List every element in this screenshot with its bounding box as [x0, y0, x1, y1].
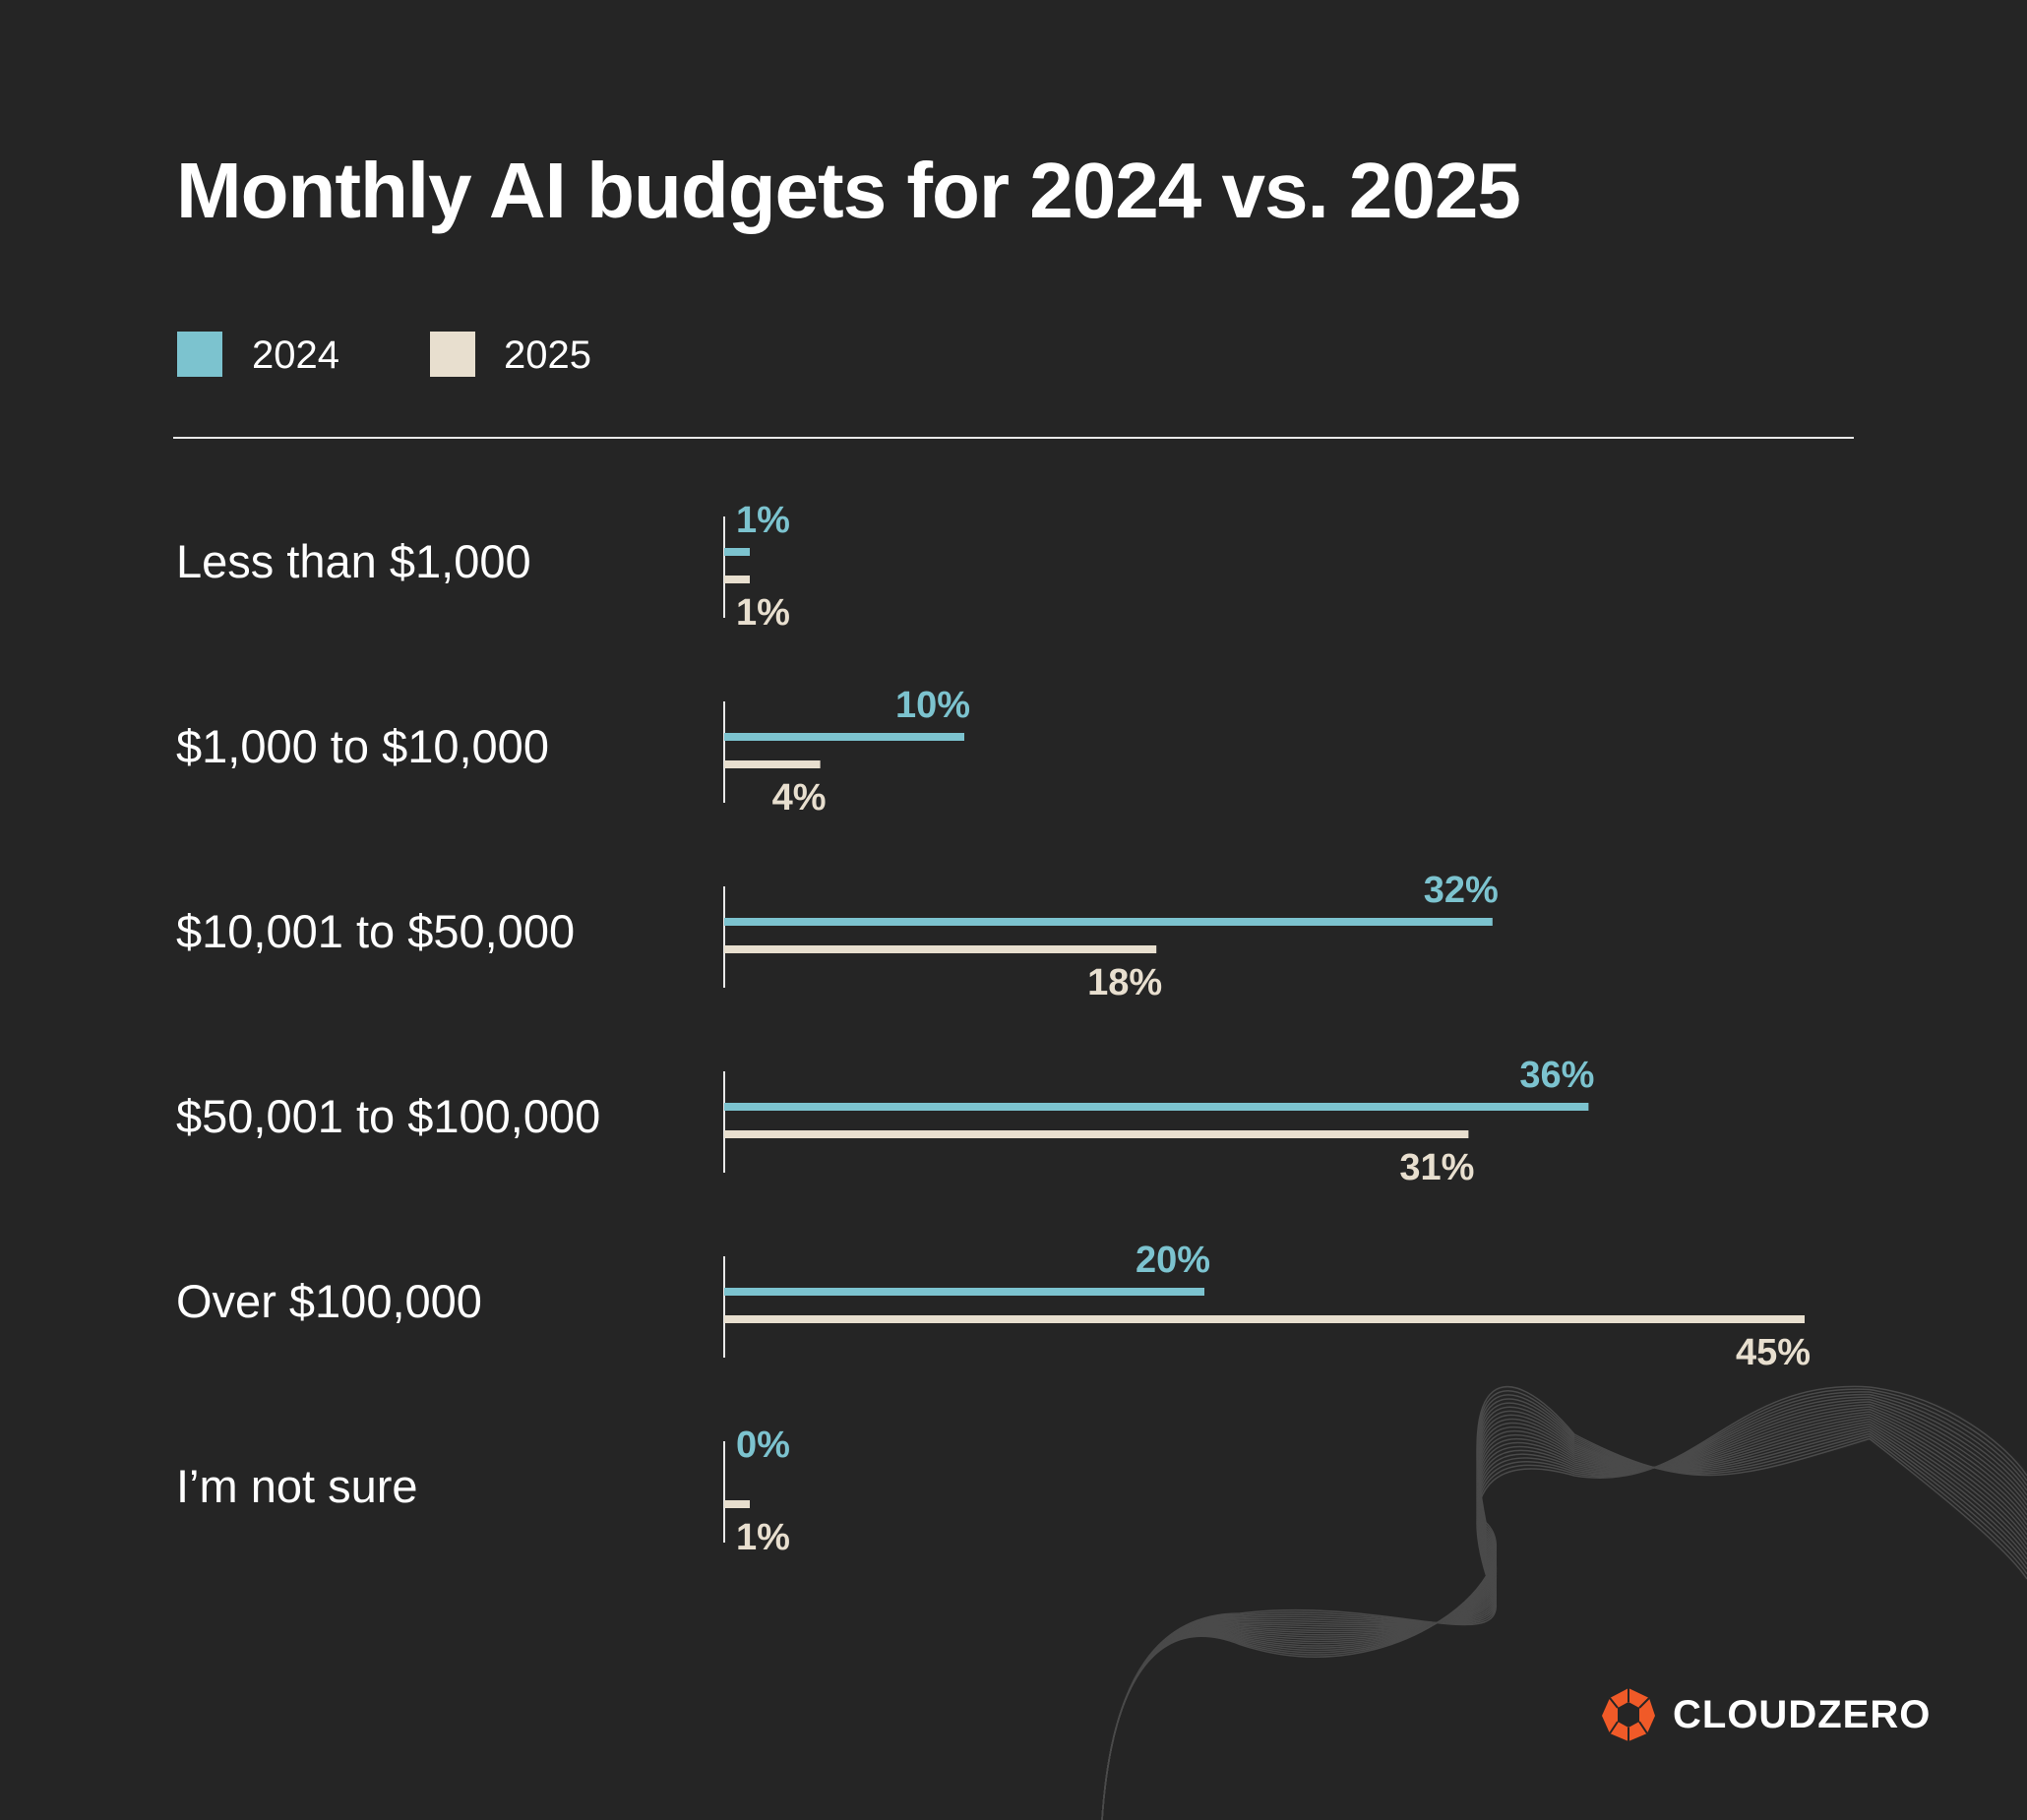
bar-2025: [724, 1130, 1469, 1138]
value-label-2024: 36%: [1519, 1055, 1595, 1096]
wave-line: [1101, 1393, 2027, 1820]
category-label: $1,000 to $10,000: [176, 720, 549, 772]
value-label-2024: 20%: [1135, 1240, 1210, 1281]
legend-label-2024: 2024: [252, 334, 339, 377]
bar-2025: [724, 760, 821, 768]
chart-title: Monthly AI budgets for 2024 vs. 2025: [176, 147, 1521, 234]
bar-2024: [724, 1288, 1204, 1296]
bar-2025: [724, 1500, 750, 1508]
bar-2025: [724, 1315, 1805, 1323]
category-label: $10,001 to $50,000: [176, 905, 576, 957]
wave-line: [1101, 1401, 2027, 1820]
value-label-2025: 31%: [1399, 1147, 1475, 1188]
value-label-2025: 1%: [736, 592, 790, 634]
value-label-2025: 45%: [1735, 1332, 1811, 1373]
bar-2025: [724, 945, 1157, 953]
category-label: $50,001 to $100,000: [176, 1090, 601, 1142]
wave-line: [1101, 1408, 2027, 1820]
divider: [173, 437, 1854, 439]
bar-2024: [724, 918, 1493, 926]
value-label-2025: 18%: [1087, 962, 1163, 1003]
wave-line: [1101, 1406, 2027, 1820]
category-label: Less than $1,000: [176, 535, 531, 587]
category-label: Over $100,000: [176, 1275, 482, 1327]
wave-line: [1101, 1385, 2027, 1820]
legend-swatch-2025: [430, 332, 475, 377]
cloudzero-logo: CLOUDZERO: [1598, 1684, 1931, 1745]
legend-swatch-2024: [177, 332, 222, 377]
wave-line: [1101, 1398, 2027, 1820]
wave-line: [1101, 1406, 2027, 1820]
wave-line: [1101, 1396, 2027, 1820]
value-label-2024: 32%: [1423, 870, 1499, 911]
wave-line: [1101, 1403, 2027, 1820]
value-label-2024: 0%: [736, 1425, 790, 1466]
category-label: I’m not sure: [176, 1460, 418, 1512]
cloudzero-logo-icon: [1602, 1688, 1655, 1741]
wave-line: [1101, 1390, 2027, 1820]
legend-label-2025: 2025: [504, 334, 591, 377]
value-label-2025: 1%: [736, 1517, 790, 1558]
bar-2025: [724, 576, 750, 583]
value-label-2024: 1%: [736, 500, 790, 541]
value-label-2025: 4%: [771, 777, 827, 819]
wave-line: [1101, 1402, 2027, 1820]
wave-line: [1101, 1410, 2027, 1820]
bar-2024: [724, 548, 750, 556]
bar-2024: [724, 733, 964, 741]
brand-name: CLOUDZERO: [1673, 1692, 1932, 1736]
wave-line: [1101, 1394, 2027, 1820]
bar-2024: [724, 1103, 1589, 1111]
value-label-2024: 10%: [894, 685, 970, 726]
wave-line: [1101, 1398, 2027, 1820]
